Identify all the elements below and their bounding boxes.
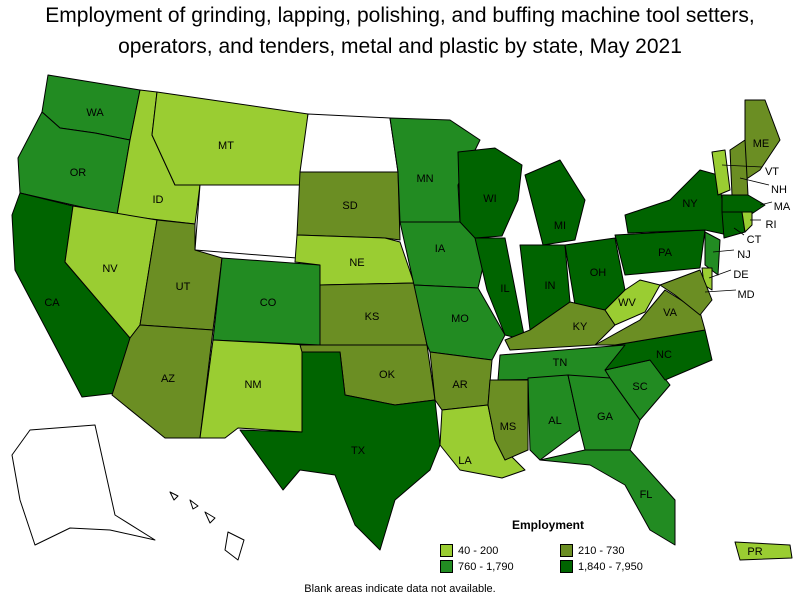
state-label: IA (435, 243, 446, 255)
map-title: Employment of grinding, lapping, polishi… (45, 4, 755, 58)
leader-line (721, 164, 763, 168)
state-az (111, 324, 214, 439)
state-label: NV (102, 263, 118, 275)
state-label: DE (733, 269, 748, 281)
leader-line (733, 227, 745, 236)
legend-swatch (440, 544, 453, 557)
state-label: FL (640, 489, 653, 501)
state-label: MT (218, 140, 234, 152)
state-label: KS (365, 311, 380, 323)
state-label: NE (349, 257, 364, 269)
state-label: MS (500, 421, 517, 433)
state-label: VT (765, 166, 779, 178)
state-label: PA (658, 247, 673, 259)
legend-label: 40 - 200 (458, 544, 499, 557)
state-label: SD (342, 200, 357, 212)
state-label: OK (379, 369, 396, 381)
state-label: PR (747, 546, 762, 558)
state-label: ME (753, 138, 770, 150)
state-label: CA (44, 297, 60, 309)
state-label: OH (590, 267, 607, 279)
legend-swatch (560, 544, 573, 557)
state-label: UT (176, 281, 191, 293)
state-label: TN (553, 357, 568, 369)
state-label: NJ (737, 249, 750, 261)
leader-line (708, 269, 732, 279)
legend-title: Employment (512, 518, 585, 532)
state-nh (729, 139, 749, 196)
state-label: NH (771, 184, 787, 196)
state-mt (151, 91, 309, 186)
leader-line (739, 177, 770, 186)
legend-item: 760 - 1,790 (440, 560, 560, 573)
state-label: IL (500, 283, 509, 295)
legend-label: 1,840 - 7,950 (578, 560, 643, 573)
state-label: LA (458, 455, 472, 467)
legend-item: 40 - 200 (440, 544, 560, 557)
state-label: IN (545, 280, 556, 292)
legend: Employment 40 - 200 210 - 730 760 - 1,79… (440, 518, 680, 573)
legend-item: 1,840 - 7,950 (560, 560, 680, 573)
state-label: NY (682, 198, 698, 210)
state-label: RI (766, 219, 777, 231)
state-label: MA (774, 201, 791, 213)
state-label: KY (573, 321, 588, 333)
state-label: NC (656, 349, 672, 361)
state-wi (457, 147, 523, 239)
legend-items: 40 - 200 210 - 730 760 - 1,790 1,840 - 7… (440, 544, 680, 573)
state-vt (711, 149, 731, 196)
state-label: TX (351, 445, 366, 457)
state-label: MI (554, 220, 566, 232)
state-ct (721, 211, 746, 239)
footnote: Blank areas indicate data not available. (304, 583, 496, 595)
state-label: ID (153, 194, 164, 206)
state-ny (624, 169, 729, 236)
state-label: NM (244, 379, 261, 391)
legend-swatch (440, 560, 453, 573)
legend-item: 210 - 730 (560, 544, 680, 557)
state-pr (734, 541, 793, 561)
state-label: CT (747, 234, 762, 246)
state-label: WV (618, 297, 636, 309)
state-label: SC (632, 381, 647, 393)
state-label: VA (663, 307, 678, 319)
state-label: AZ (161, 373, 175, 385)
state-sd (296, 171, 401, 241)
legend-label: 210 - 730 (578, 544, 625, 557)
state-label: MD (737, 289, 754, 301)
state-ri (741, 211, 753, 233)
state-label: CO (260, 297, 277, 309)
state-ma (721, 194, 766, 216)
state-al (527, 374, 581, 461)
state-nd (299, 113, 399, 173)
state-ak (11, 424, 156, 546)
state-hi (169, 491, 245, 561)
state-label: GA (597, 411, 614, 423)
state-label: OR (70, 167, 87, 179)
legend-label: 760 - 1,790 (458, 560, 514, 573)
state-label: MO (451, 313, 469, 325)
state-label: MN (416, 173, 433, 185)
legend-swatch (560, 560, 573, 573)
state-mi (524, 159, 586, 246)
leader-line (712, 249, 735, 253)
state-tx (239, 351, 441, 551)
state-label: WI (483, 193, 496, 205)
state-label: AL (548, 415, 561, 427)
leader-line (704, 289, 737, 293)
state-wy (194, 184, 301, 259)
state-fl (539, 449, 676, 546)
state-md (659, 269, 713, 316)
leader-line (759, 201, 773, 206)
state-label: WA (86, 107, 104, 119)
state-label: AR (452, 379, 467, 391)
